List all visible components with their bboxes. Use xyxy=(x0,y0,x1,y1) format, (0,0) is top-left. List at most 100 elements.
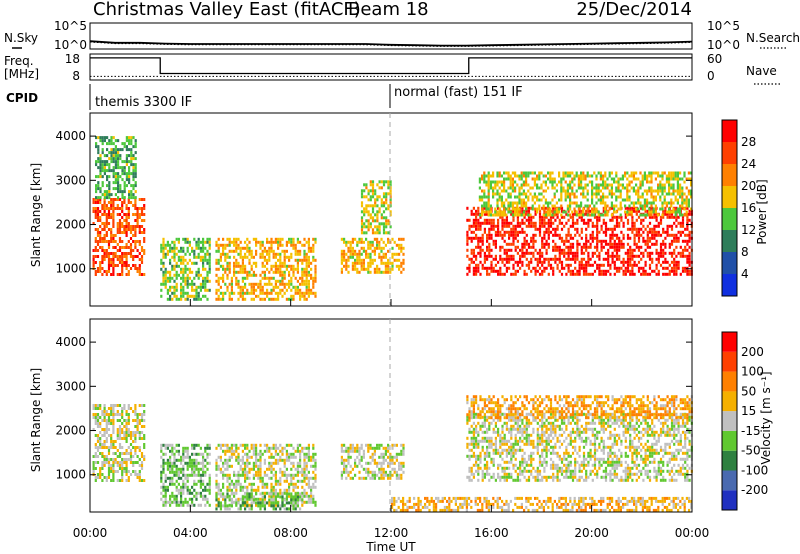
power-cell-0 xyxy=(127,270,130,273)
power-cell-2 xyxy=(162,255,165,259)
power-cell-7 xyxy=(525,207,528,211)
power-cell-6 xyxy=(501,257,504,261)
power-cell-6 xyxy=(648,236,652,240)
power-cell-6 xyxy=(622,221,625,225)
power-cell-7 xyxy=(608,174,611,178)
power-cell-4 xyxy=(369,258,372,262)
power-cell-7 xyxy=(591,189,594,193)
power-cell-6 xyxy=(673,257,676,261)
power-cell-6 xyxy=(470,239,473,243)
velocity-cell-2 xyxy=(270,488,273,492)
power-cell-0 xyxy=(134,219,137,222)
power-cell-0 xyxy=(132,213,135,216)
power-cell-7 xyxy=(650,189,653,193)
power-cell-6 xyxy=(600,227,603,231)
power-cell-3 xyxy=(244,240,247,244)
power-cell-6 xyxy=(600,263,603,267)
power-cell-7 xyxy=(630,171,633,175)
power-cell-3 xyxy=(301,279,304,283)
power-cell-0 xyxy=(143,237,146,240)
power-cell-6 xyxy=(587,224,590,228)
power-cell-6 xyxy=(589,233,592,237)
power-cell-0 xyxy=(136,222,139,225)
power-cell-6 xyxy=(609,218,612,222)
power-cell-3 xyxy=(279,282,282,286)
power-cell-7 xyxy=(599,171,602,175)
velocity-cell-2 xyxy=(250,467,253,471)
power-cell-3 xyxy=(239,264,242,268)
power-cell-2 xyxy=(160,258,163,262)
power-cell-5 xyxy=(376,216,379,220)
power-cell-1 xyxy=(130,151,133,155)
power-cell-7 xyxy=(525,171,528,175)
power-cell-4 xyxy=(369,255,372,259)
power-cell-7 xyxy=(621,177,624,181)
power-cell-6 xyxy=(472,230,475,234)
power-cell-2 xyxy=(180,291,183,295)
power-cell-2 xyxy=(195,270,198,274)
power-cell-3 xyxy=(241,285,244,289)
velocity-cell-0 xyxy=(103,446,106,449)
power-cell-3 xyxy=(266,294,269,298)
velocity-cell-0 xyxy=(140,437,144,440)
power-cell-0 xyxy=(112,255,115,258)
velocity-cell-2 xyxy=(241,461,244,465)
power-cell-6 xyxy=(549,263,553,267)
power-cell-6 xyxy=(545,266,548,270)
velocity-cell-2 xyxy=(307,485,310,489)
power-cell-6 xyxy=(673,263,676,267)
power-cell-1 xyxy=(97,181,100,185)
power-cell-3 xyxy=(233,273,236,277)
power-cell-1 xyxy=(103,163,106,167)
power-cell-6 xyxy=(527,251,531,255)
velocity-cell-2 xyxy=(285,479,288,483)
power-cell-3 xyxy=(305,261,308,265)
power-cell-3 xyxy=(296,288,299,292)
power-cell-1 xyxy=(112,181,115,185)
power-cell-1 xyxy=(134,151,137,155)
power-cell-6 xyxy=(560,263,564,267)
power-cell-3 xyxy=(314,279,317,283)
power-cell-3 xyxy=(299,288,302,292)
power-cell-6 xyxy=(481,248,484,252)
velocity-cell-2 xyxy=(274,452,277,456)
power-cell-3 xyxy=(248,240,251,244)
power-cell-6 xyxy=(541,224,544,228)
power-cell-6 xyxy=(677,263,680,267)
power-cell-2 xyxy=(180,270,183,274)
velocity-cell-2 xyxy=(283,470,286,474)
power-cell-6 xyxy=(675,224,678,228)
power-cell-2 xyxy=(175,252,178,256)
power-cell-3 xyxy=(255,288,258,292)
power-cell-6 xyxy=(604,239,608,243)
power-cell-3 xyxy=(241,267,244,271)
velocity-cell-0 xyxy=(121,467,124,470)
velocity-cell-2 xyxy=(252,461,255,465)
power-cell-4 xyxy=(365,255,368,259)
velocity-cell-2 xyxy=(226,461,229,465)
velocity-cell-2 xyxy=(268,494,271,498)
power-cell-2 xyxy=(166,270,169,274)
velocity-cell-1 xyxy=(164,497,167,501)
power-cell-1 xyxy=(134,169,137,173)
velocity-cell-2 xyxy=(296,479,299,483)
power-cell-3 xyxy=(255,249,258,253)
power-cell-3 xyxy=(281,276,284,280)
power-cell-2 xyxy=(204,285,207,289)
velocity-cell-1 xyxy=(162,443,165,447)
power-cell-7 xyxy=(553,186,556,190)
power-cell-6 xyxy=(514,224,517,228)
velocity-cell-0 xyxy=(107,449,111,452)
velocity-cell-0 xyxy=(112,431,115,434)
power-cell-6 xyxy=(556,212,559,216)
velocity-cell-1 xyxy=(164,443,167,447)
power-cell-7 xyxy=(652,189,655,193)
power-cell-2 xyxy=(171,291,174,295)
velocity-cell-1 xyxy=(184,500,187,504)
velocity-cell-0 xyxy=(94,455,97,458)
power-cell-3 xyxy=(224,252,227,256)
velocity-cell-0 xyxy=(138,434,141,437)
power-cell-0 xyxy=(103,225,106,228)
power-cell-7 xyxy=(628,198,631,202)
power-cell-6 xyxy=(688,254,691,258)
